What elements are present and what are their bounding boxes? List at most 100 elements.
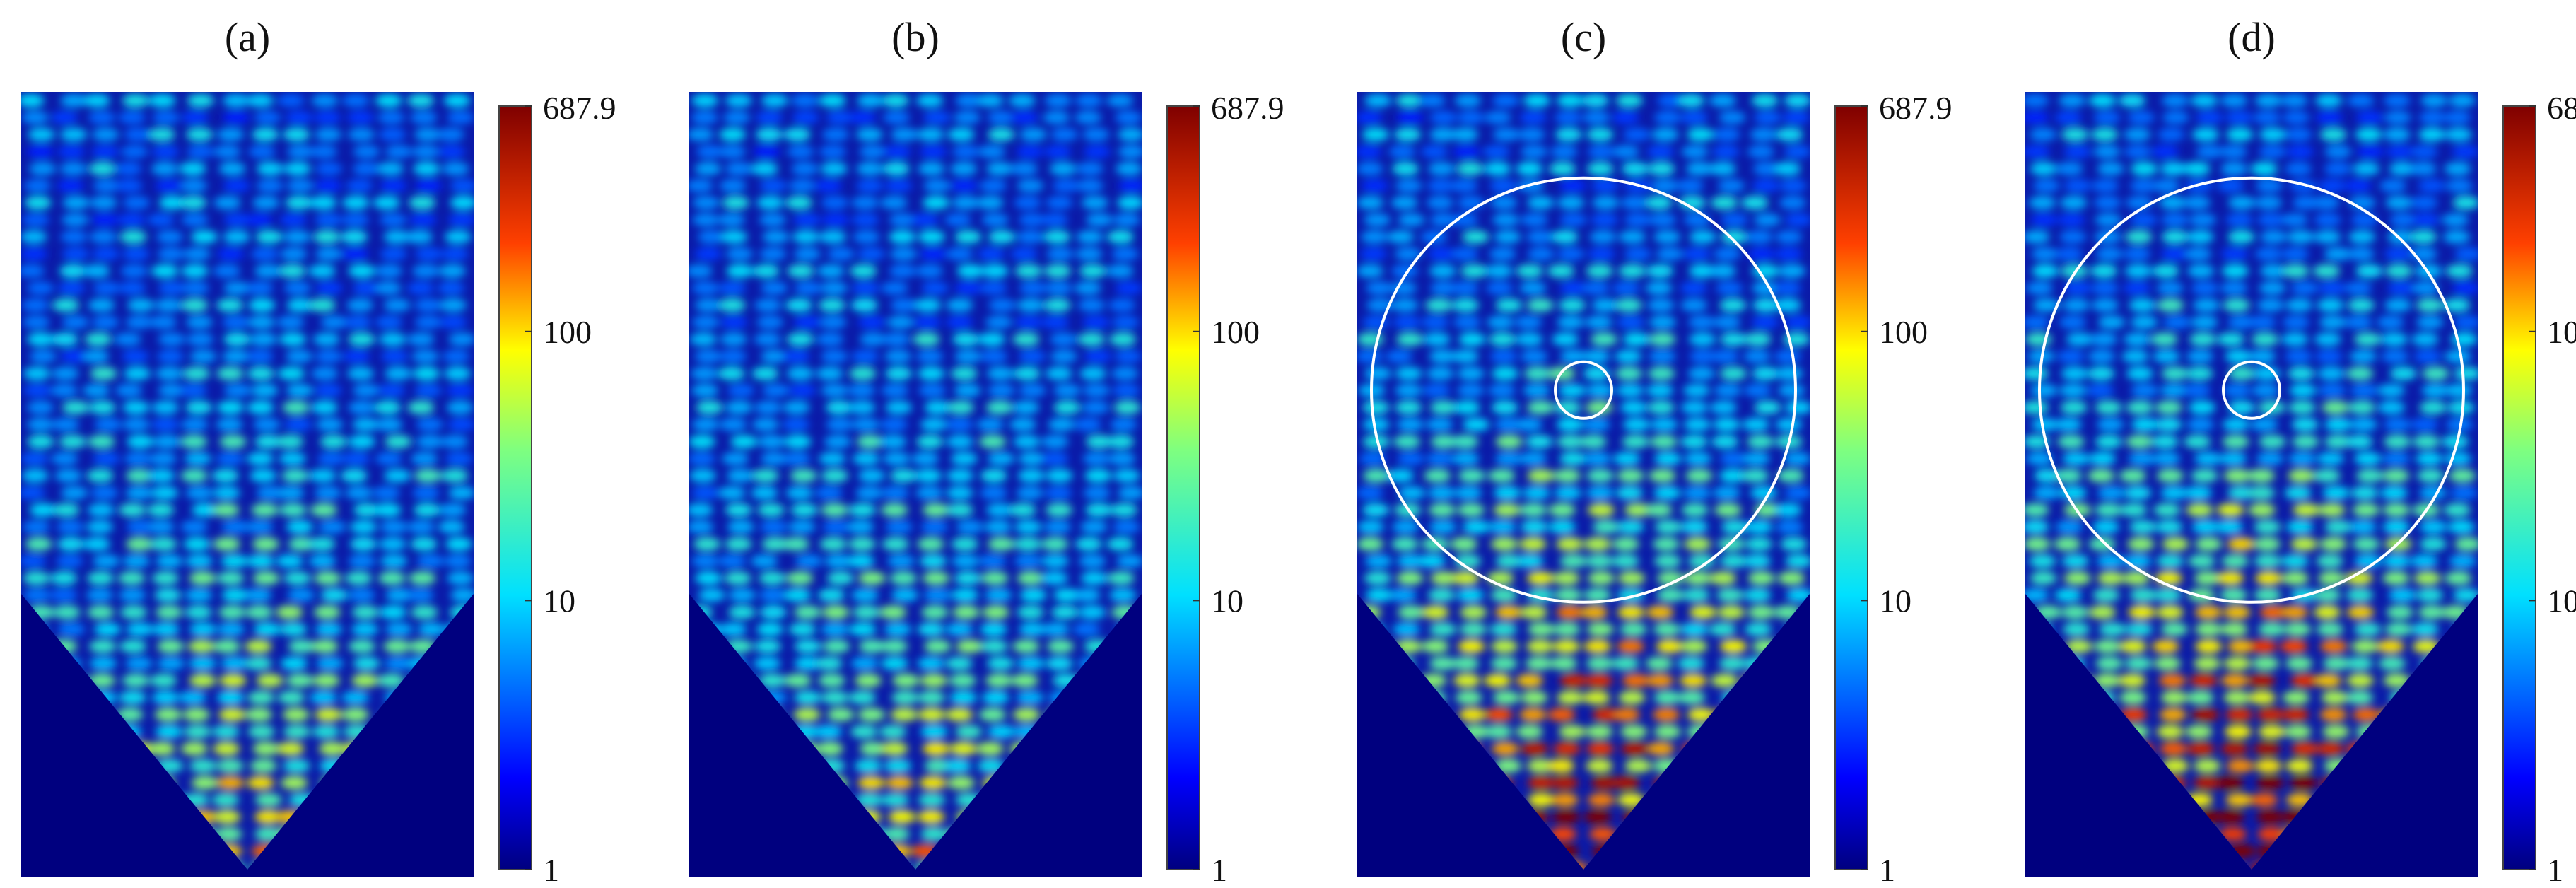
heatmap-cell	[1586, 725, 1613, 739]
heatmap-cell	[946, 503, 974, 517]
heatmap-cell	[1550, 145, 1578, 158]
heatmap-cell	[221, 520, 249, 534]
heatmap-cell	[819, 230, 847, 244]
heatmap-cell	[824, 554, 853, 568]
heatmap-cell	[1365, 281, 1393, 295]
heatmap-cell	[1424, 469, 1451, 483]
heatmap-cell	[154, 588, 182, 602]
heatmap-cell	[57, 179, 84, 192]
heatmap-cell	[1646, 384, 1674, 397]
heatmap-cell	[373, 196, 401, 209]
heatmap-cell	[1647, 298, 1675, 312]
heatmap-cell	[1714, 503, 1742, 517]
heatmap-cell	[2152, 640, 2179, 653]
heatmap-cell	[1556, 605, 1583, 619]
heatmap-cell	[2353, 622, 2382, 636]
heatmap-cell	[1044, 264, 1072, 278]
heatmap-cell	[857, 469, 886, 483]
heatmap-cell	[2318, 503, 2346, 517]
heatmap-cell	[340, 469, 368, 483]
heatmap-cell	[1492, 213, 1520, 227]
heatmap-cell	[2418, 605, 2446, 619]
heatmap-cell	[1688, 315, 1716, 329]
heatmap-cell	[2281, 554, 2309, 568]
heatmap-cell	[2162, 537, 2189, 551]
heatmap-cell	[312, 725, 340, 739]
heatmap-cell	[881, 640, 908, 653]
heatmap-cell	[1591, 776, 1619, 790]
colorbar-gradient-b	[1166, 105, 1200, 870]
heatmap-cell	[122, 554, 150, 568]
heatmap-cell	[815, 657, 843, 670]
heatmap-cell	[1586, 162, 1614, 175]
heatmap-cell	[889, 571, 918, 585]
heatmap-cell	[922, 571, 950, 585]
heatmap-cell	[221, 657, 248, 670]
heatmap-cell	[827, 247, 855, 261]
heatmap-cell	[1011, 674, 1039, 687]
heatmap-cell	[859, 332, 887, 346]
heatmap-cell	[892, 674, 920, 687]
heatmap-cell	[1395, 93, 1423, 107]
heatmap-cell	[219, 674, 247, 687]
heatmap-cell	[1676, 179, 1704, 192]
heatmap-cell	[122, 349, 149, 363]
heatmap-cell	[127, 298, 155, 312]
heatmap-cell	[1485, 264, 1513, 278]
heatmap-cell	[1053, 588, 1081, 602]
colorbar-tick-max-a: 687.9	[543, 90, 616, 126]
heatmap-cell	[216, 298, 244, 312]
heatmap-cell	[2097, 418, 2124, 431]
heatmap-cell	[2153, 452, 2181, 465]
heatmap-cell	[2186, 230, 2214, 244]
heatmap-cell	[2313, 264, 2341, 278]
heatmap-cell	[2377, 640, 2404, 653]
heatmap-cell	[2345, 315, 2372, 329]
heatmap-cell	[2025, 230, 2051, 244]
heatmap-cell	[882, 486, 909, 500]
heatmap-cell	[1521, 213, 1548, 227]
heatmap-cell	[1649, 213, 1677, 227]
heatmap-cell	[156, 554, 183, 568]
heatmap-cell	[2186, 349, 2214, 363]
heatmap-cell	[2156, 605, 2184, 619]
heatmap-cell	[349, 520, 377, 534]
heatmap-cell	[1552, 640, 1581, 653]
heatmap-cell	[348, 554, 376, 568]
heatmap-cell	[2160, 742, 2187, 756]
heatmap-cell	[2383, 554, 2411, 568]
heatmap-cell	[2248, 503, 2276, 517]
heatmap-cell	[1361, 179, 1388, 192]
heatmap-cell	[1583, 588, 1611, 602]
heatmap-cell	[88, 111, 116, 124]
heatmap-cell	[2324, 520, 2352, 534]
panel-label-c: (c)	[1561, 14, 1606, 60]
heatmap-cell	[2411, 281, 2440, 295]
heatmap-cell	[1592, 520, 1620, 534]
heatmap-cell	[1114, 349, 1142, 363]
heatmap-cell	[2384, 111, 2411, 124]
heatmap-cell	[150, 674, 177, 687]
heatmap-cell	[1683, 213, 1711, 227]
heatmap-cell	[2257, 213, 2285, 227]
heatmap-cell	[2252, 657, 2280, 670]
heatmap-cell	[726, 264, 754, 278]
heatmap-cell	[1456, 588, 1485, 602]
heatmap-cell	[2259, 435, 2286, 448]
heatmap-cell	[283, 759, 310, 773]
heatmap-cell	[119, 230, 147, 244]
heatmap-cell	[318, 520, 346, 534]
heatmap-cell	[761, 537, 789, 551]
heatmap-cell	[147, 213, 175, 227]
heatmap-cell	[119, 640, 147, 653]
heatmap-cell	[158, 281, 186, 295]
heatmap-cell	[1775, 367, 1803, 380]
heatmap-cell	[216, 691, 245, 704]
heatmap-cell	[1489, 247, 1516, 261]
heatmap-cell	[223, 384, 251, 397]
heatmap-cell	[2159, 708, 2186, 721]
heatmap-cell	[2129, 588, 2158, 602]
heatmap-cell	[2153, 179, 2180, 192]
heatmap-cell	[881, 281, 908, 295]
heatmap-cell	[191, 776, 218, 790]
